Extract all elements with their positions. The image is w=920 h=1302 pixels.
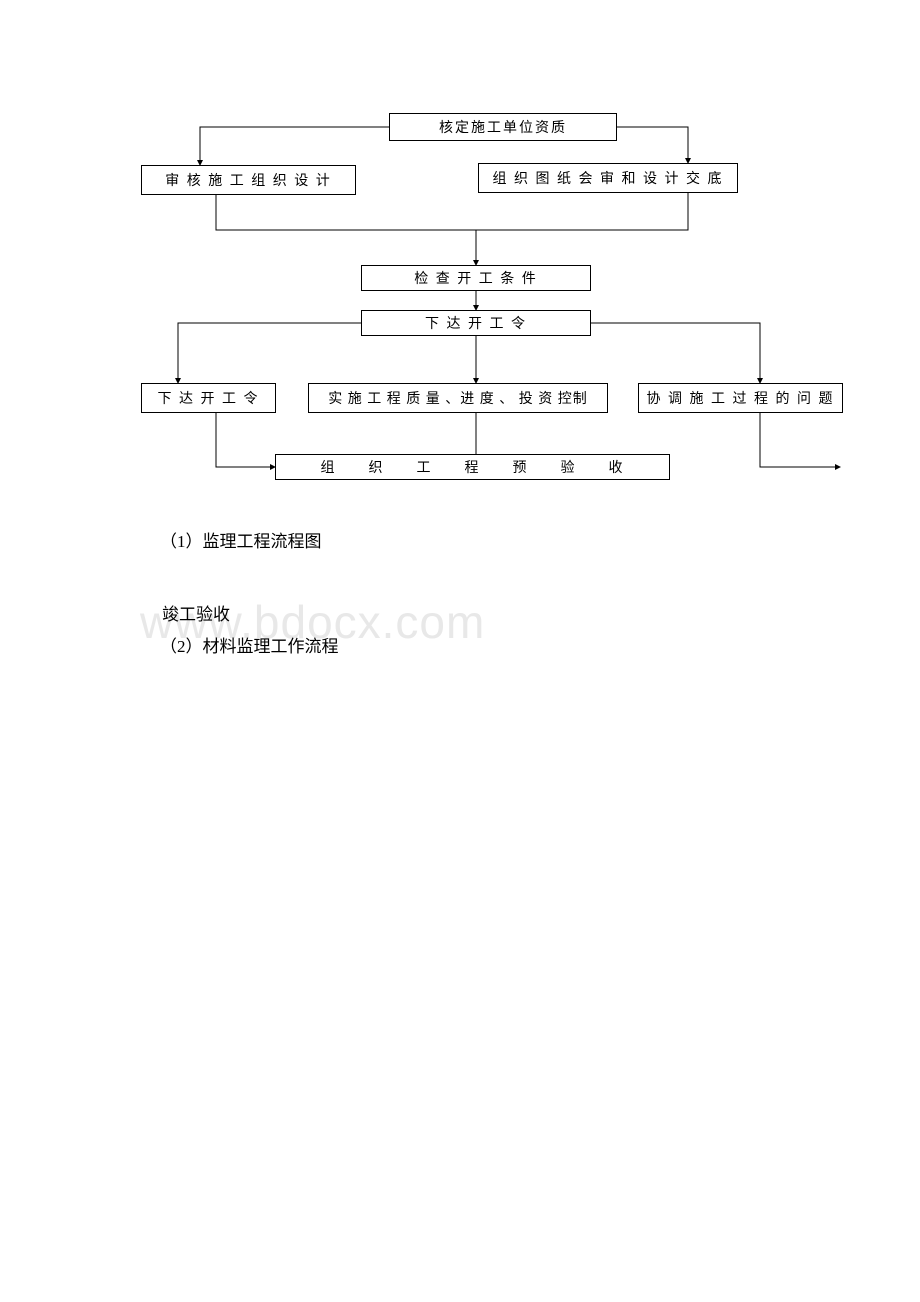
node-pre-acceptance: 组 织 工 程 预 验 收 [275, 454, 670, 480]
node-issue-start-order-2: 下 达 开 工 令 [141, 383, 276, 413]
node-label: 下 达 开 工 令 [158, 388, 260, 408]
node-drawing-review: 组 织 图 纸 会 审 和 设 计 交 底 [478, 163, 738, 193]
heading-completion: 竣工验收 [162, 600, 230, 625]
node-label: 检 查 开 工 条 件 [414, 268, 538, 288]
caption-2-text: 材料监理工作流程 [203, 637, 339, 656]
node-quality-control: 实 施 工 程 质 量 、进 度 、 投 资 控制 [308, 383, 608, 413]
node-verify-qualification: 核定施工单位资质 [389, 113, 617, 141]
node-label: 审 核 施 工 组 织 设 计 [165, 170, 332, 190]
node-review-design: 审 核 施 工 组 织 设 计 [141, 165, 356, 195]
caption-2-prefix: （2） [160, 637, 203, 656]
node-coordinate-issues: 协 调 施 工 过 程 的 问 题 [638, 383, 843, 413]
node-label: 组 织 工 程 预 验 收 [321, 457, 625, 477]
node-issue-start-order: 下 达 开 工 令 [361, 310, 591, 336]
node-label: 协 调 施 工 过 程 的 问 题 [647, 388, 835, 408]
node-label: 下 达 开 工 令 [425, 313, 527, 333]
caption-1-text: 监理工程流程图 [203, 532, 322, 551]
node-label: 核定施工单位资质 [439, 117, 567, 137]
node-label: 实 施 工 程 质 量 、进 度 、 投 资 控制 [328, 388, 588, 408]
node-label: 组 织 图 纸 会 审 和 设 计 交 底 [493, 168, 724, 188]
caption-1-prefix: （1） [160, 532, 203, 551]
caption-2: （2）材料监理工作流程 [160, 632, 339, 657]
node-check-conditions: 检 查 开 工 条 件 [361, 265, 591, 291]
flowchart-container: 核定施工单位资质 审 核 施 工 组 织 设 计 组 织 图 纸 会 审 和 设… [0, 0, 920, 480]
heading-text: 竣工验收 [162, 605, 230, 624]
caption-1: （1）监理工程流程图 [160, 527, 322, 552]
